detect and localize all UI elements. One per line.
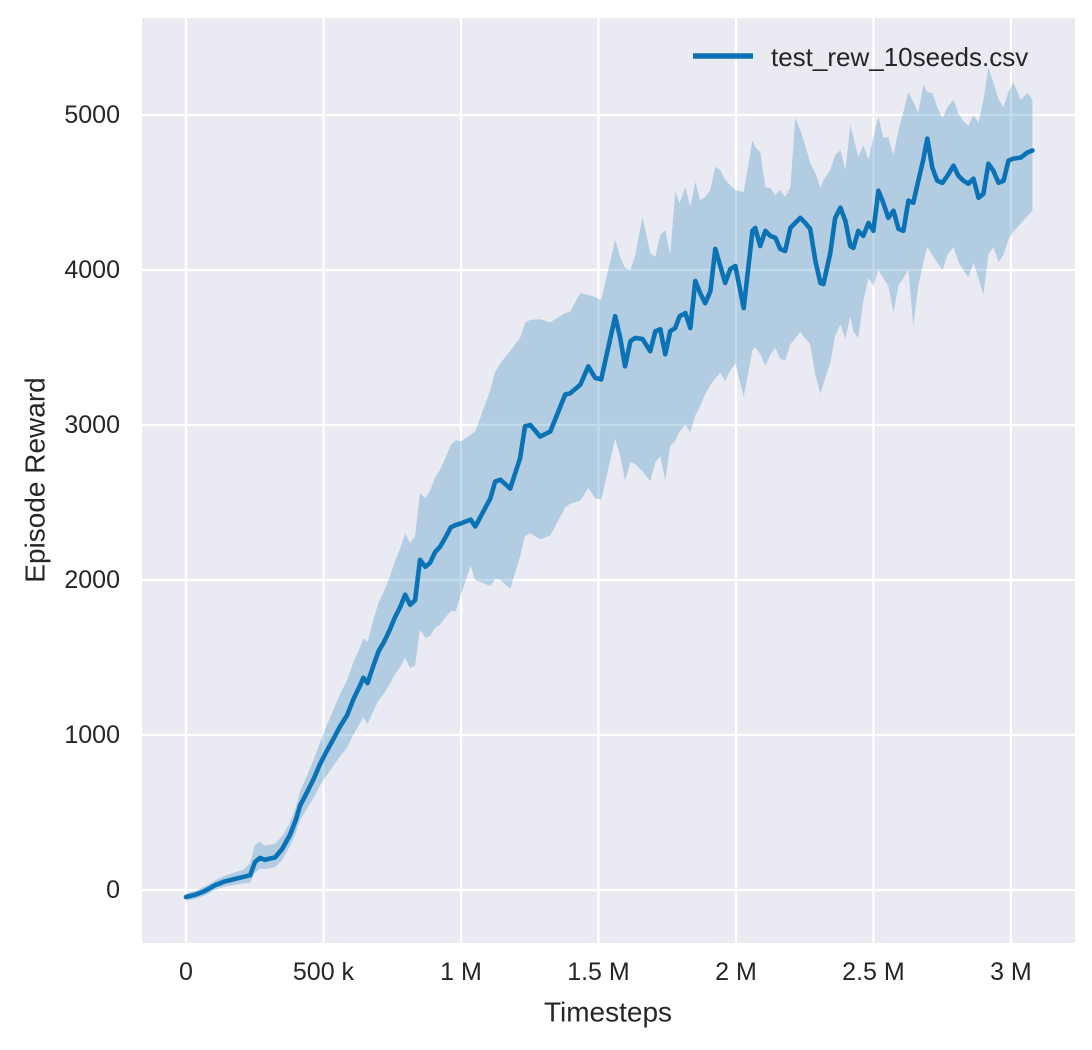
y-tick-label: 5000 xyxy=(64,101,120,129)
x-tick-label: 0 xyxy=(179,958,193,986)
y-tick-label: 4000 xyxy=(64,256,120,284)
y-tick-label: 2000 xyxy=(64,566,120,594)
x-tick-label: 2 M xyxy=(715,958,757,986)
mean-line xyxy=(183,136,1035,900)
y-axis-label: Episode Reward xyxy=(20,377,51,582)
y-tick-label: 3000 xyxy=(64,411,120,439)
legend-label: test_rew_10seeds.csv xyxy=(771,42,1028,72)
x-axis-label: Timesteps xyxy=(544,997,672,1028)
x-tick-label: 3 M xyxy=(990,958,1032,986)
x-tick-label: 1.5 M xyxy=(567,958,630,986)
x-tick-label: 500 k xyxy=(293,958,355,986)
x-tick-label: 1 M xyxy=(440,958,482,986)
legend: test_rew_10seeds.csv xyxy=(693,42,1028,72)
y-tick-label: 1000 xyxy=(64,721,120,749)
y-tick-label: 0 xyxy=(106,876,120,904)
plot-area xyxy=(142,18,1075,943)
x-tick-label: 2.5 M xyxy=(842,958,905,986)
